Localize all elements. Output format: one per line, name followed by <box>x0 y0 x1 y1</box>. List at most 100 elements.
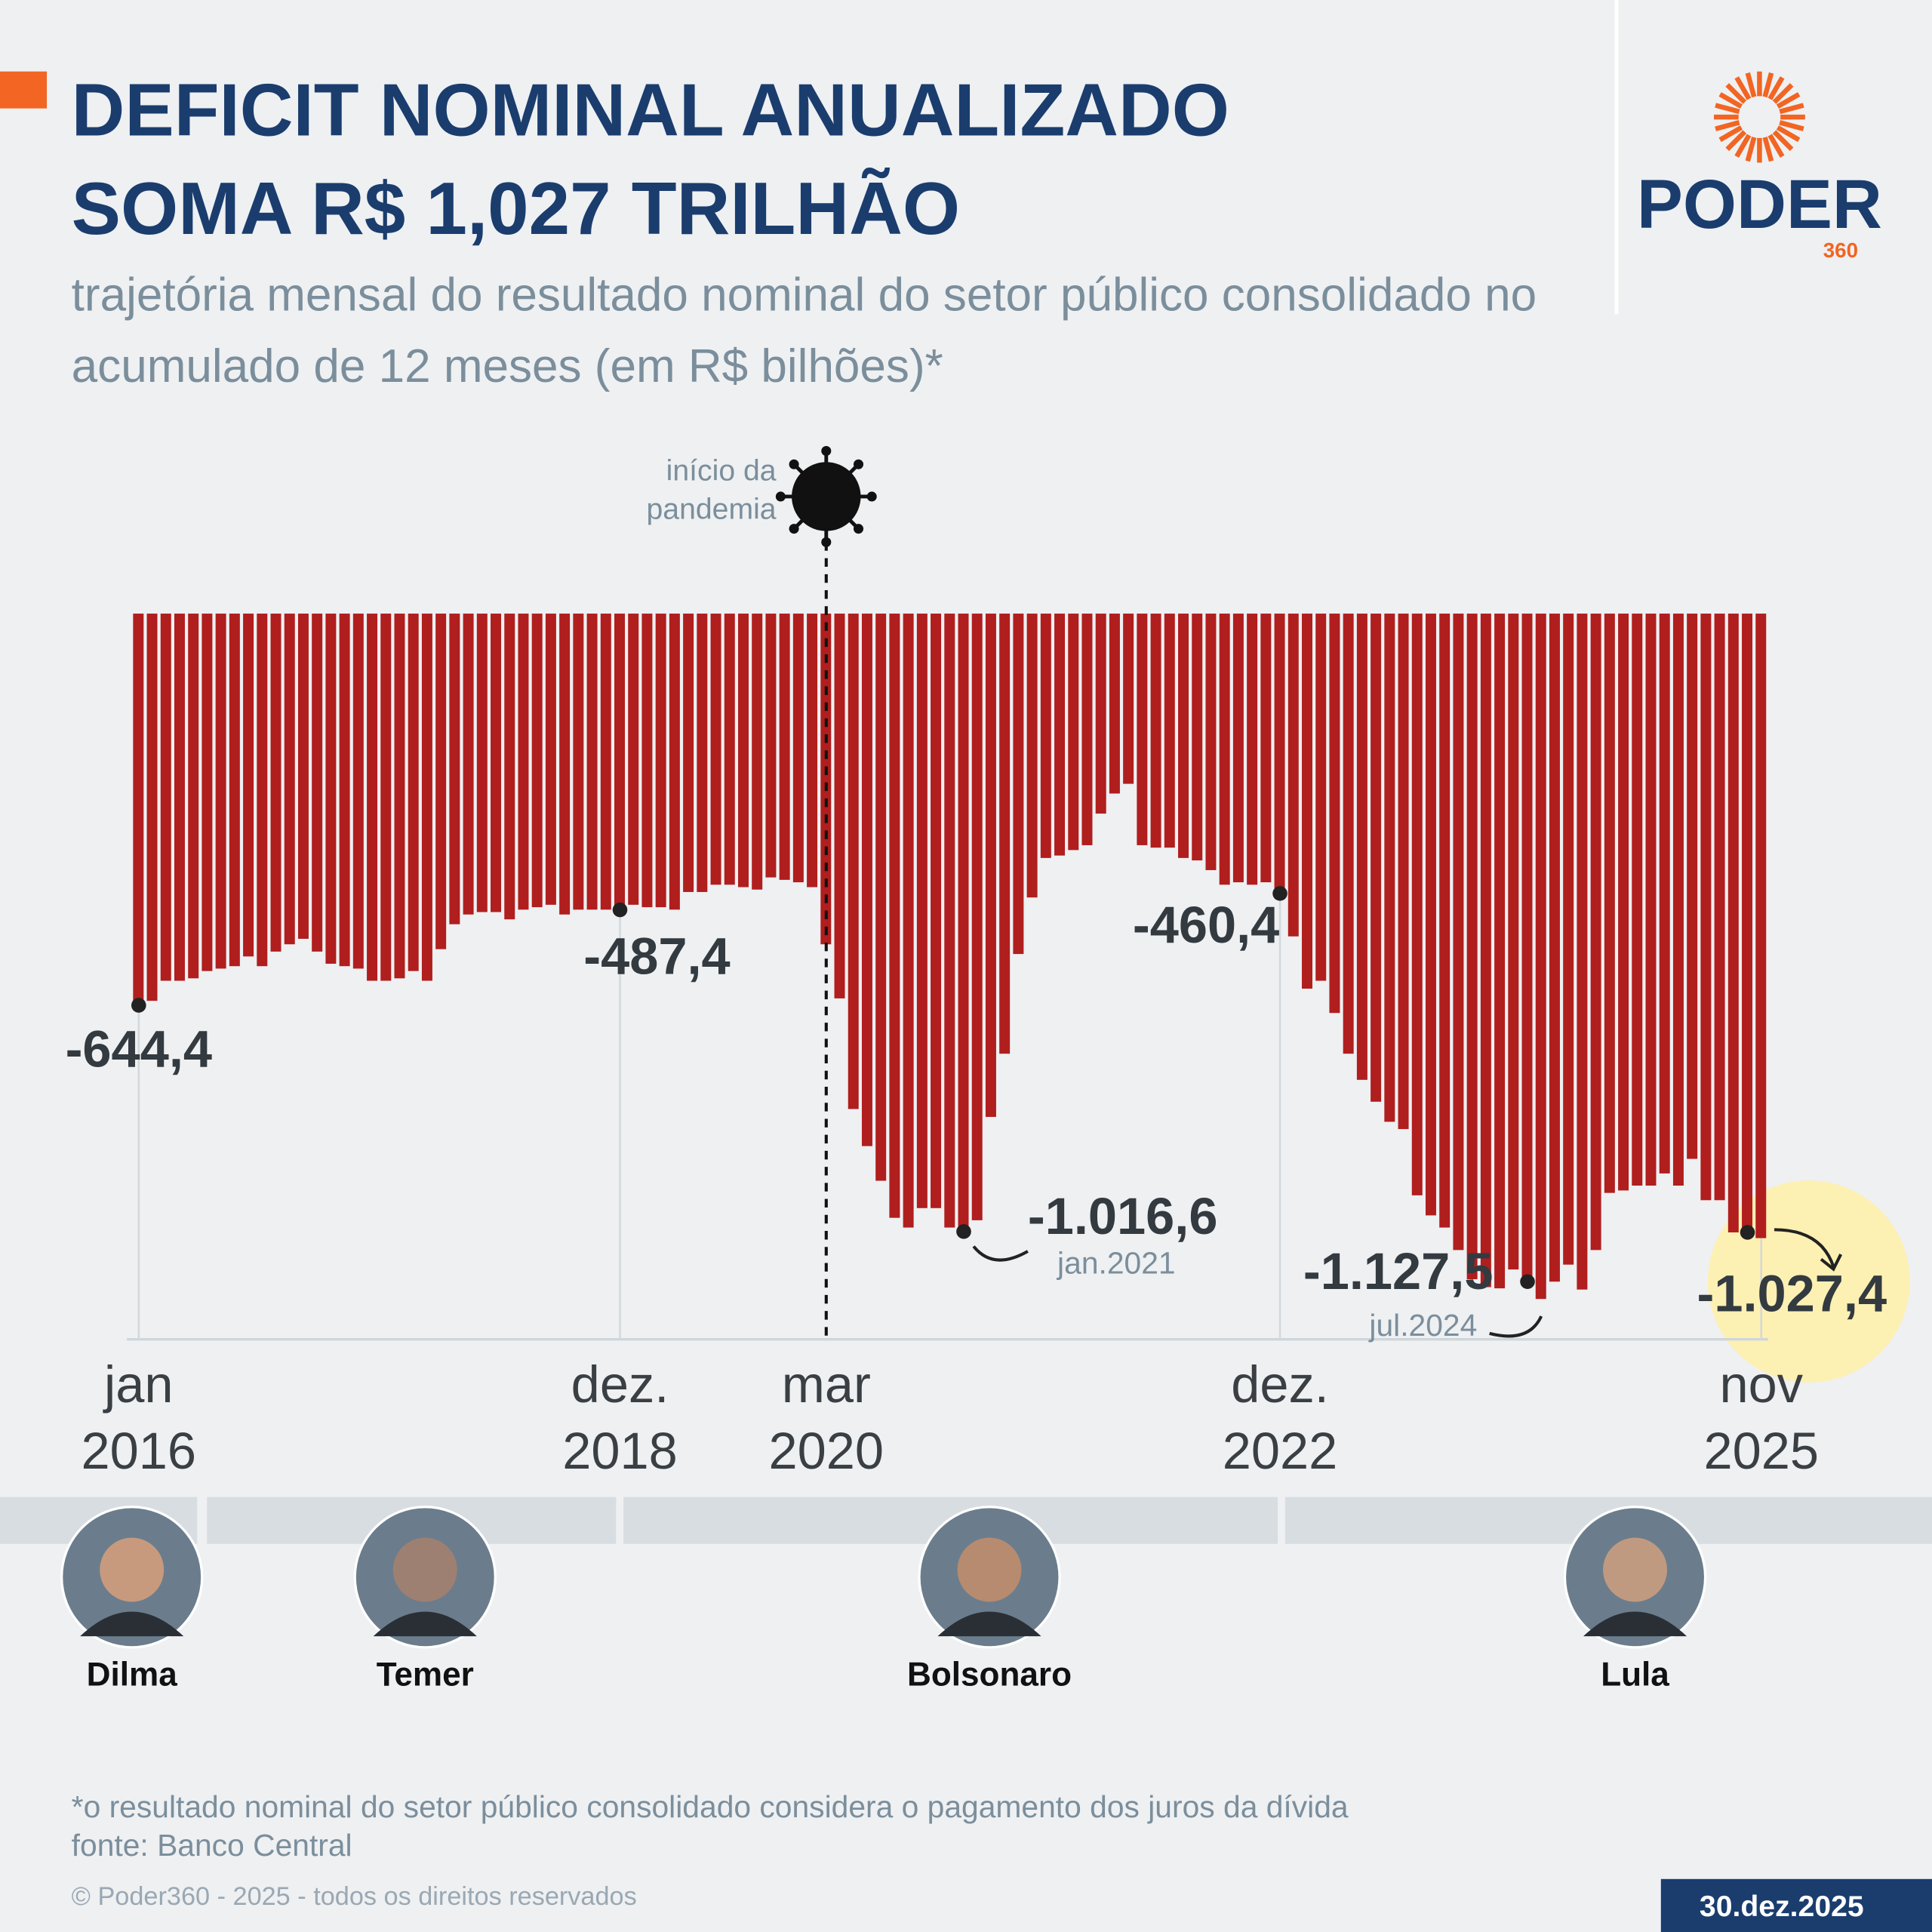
text-line: 2018 <box>562 1422 678 1480</box>
virus-spike-tip <box>853 459 864 469</box>
logo-ray <box>1745 72 1757 98</box>
bar <box>752 614 763 890</box>
date-box <box>1660 1878 1932 1932</box>
value-dot <box>956 1224 971 1239</box>
text-line: nov <box>1719 1355 1803 1414</box>
bar <box>1535 614 1546 1300</box>
chart-subtitle: trajetória mensal do resultado nominal d… <box>72 269 1537 392</box>
bar <box>1411 614 1423 1195</box>
plot: jan 2016 dez. 2018 mar 2020 dez. 2022 nov 2025 iní… <box>0 446 1932 1693</box>
value-dot <box>1740 1225 1755 1240</box>
text-line: dez. <box>571 1355 669 1414</box>
bar <box>257 614 268 967</box>
bar <box>1192 614 1203 861</box>
bar <box>284 614 295 945</box>
bar <box>229 614 240 967</box>
value-dot <box>1520 1274 1535 1290</box>
source: fonte: Banco Central <box>72 1828 352 1863</box>
bar <box>1026 614 1038 898</box>
value-label: -644,4 <box>66 1020 212 1078</box>
x-tick-label: nov 2025 <box>1703 1355 1819 1480</box>
portrait-face <box>957 1537 1022 1602</box>
bar <box>971 614 983 1220</box>
portrait-face <box>392 1537 457 1602</box>
bar <box>586 614 598 910</box>
bar <box>367 614 378 981</box>
x-tick-label: mar 2020 <box>769 1355 884 1480</box>
logo-ray <box>1767 76 1785 100</box>
virus-spike-tip <box>789 524 799 534</box>
bar <box>1356 614 1367 1080</box>
text-line: jan <box>103 1355 173 1414</box>
bar <box>985 614 996 1117</box>
bar <box>848 614 859 1109</box>
bar <box>559 614 571 915</box>
bar <box>1742 614 1753 1233</box>
bar <box>1137 614 1148 845</box>
bar <box>834 614 845 998</box>
bar <box>1123 614 1134 784</box>
bar <box>1247 614 1258 885</box>
logo-ray <box>1734 76 1752 100</box>
virus-spike-tip <box>775 491 786 502</box>
bar <box>1384 614 1395 1122</box>
bar <box>738 614 749 888</box>
accent <box>0 71 48 109</box>
logo-ray <box>1779 120 1804 131</box>
logo-ray <box>1762 72 1774 98</box>
bar <box>931 614 942 1208</box>
logo-ray <box>1776 92 1801 109</box>
value-label: -1.127,5 <box>1303 1242 1494 1300</box>
bar <box>1164 614 1175 848</box>
logo-ray <box>1715 103 1740 115</box>
bar <box>421 614 432 981</box>
logo-ray <box>1718 92 1743 109</box>
bar <box>724 614 735 885</box>
logo-number: 360 <box>1823 238 1858 262</box>
bar <box>545 614 556 905</box>
bar <box>380 614 392 981</box>
bar <box>1563 614 1574 1265</box>
point-note: jan.2021 <box>1057 1245 1176 1280</box>
bar <box>1453 614 1464 1251</box>
bar <box>325 614 337 964</box>
x-tick-label: dez. 2018 <box>562 1355 678 1480</box>
pandemic-note: início da pandemia <box>647 455 777 526</box>
bar <box>476 614 488 912</box>
portrait-body <box>937 1611 1041 1637</box>
president-name: Lula <box>1601 1656 1669 1693</box>
bar <box>1672 614 1684 1186</box>
president-name: Bolsonaro <box>907 1656 1072 1693</box>
text-line: dez. <box>1231 1355 1329 1414</box>
bar <box>1109 614 1120 794</box>
logo-ray <box>1779 103 1804 115</box>
virus-spike-tip <box>866 491 877 502</box>
note-arrow <box>1774 1228 1843 1272</box>
bar <box>792 614 804 883</box>
value-dot <box>131 998 146 1013</box>
bar <box>1604 614 1615 1193</box>
bar <box>903 614 914 1228</box>
bar <box>999 614 1011 1054</box>
bar <box>463 614 474 915</box>
bar <box>491 614 502 912</box>
bar <box>243 614 254 957</box>
text-line: 2020 <box>769 1422 884 1480</box>
bar <box>1302 614 1312 989</box>
bar <box>1645 614 1657 1186</box>
portrait-face <box>1603 1537 1667 1602</box>
bar <box>1081 614 1093 845</box>
x-tick-label: dez. 2022 <box>1223 1355 1338 1480</box>
bar <box>518 614 529 910</box>
virus-spike-tip <box>821 446 832 457</box>
logo-ray <box>1725 83 1747 104</box>
logo-ray <box>1767 134 1785 158</box>
bar <box>916 614 928 1208</box>
bar <box>1371 614 1382 1102</box>
bar <box>504 614 515 920</box>
logo-ray <box>1772 130 1794 152</box>
bar <box>1494 614 1506 1289</box>
bar <box>394 614 405 979</box>
logo-ray <box>1772 83 1794 104</box>
